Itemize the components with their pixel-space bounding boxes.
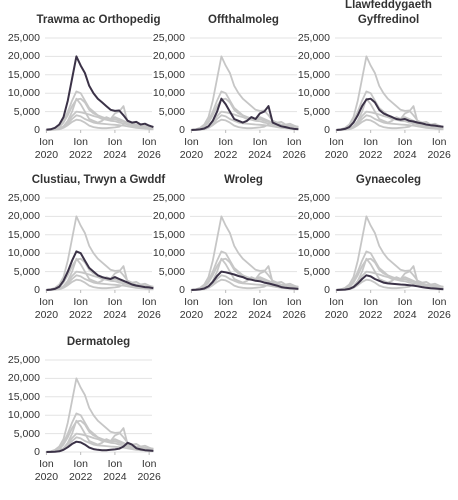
y-tick-label: 10,000 xyxy=(7,409,40,422)
context-line xyxy=(191,215,299,291)
y-tick-label: 5,000 xyxy=(303,105,330,118)
y-tick-label: 25,000 xyxy=(297,192,330,204)
y-tick-label: 5,000 xyxy=(158,105,185,118)
y-tick-label: 15,000 xyxy=(297,228,330,241)
panel-title: Wroleg xyxy=(224,174,263,186)
y-tick-label: 10,000 xyxy=(152,247,185,260)
highlight-line xyxy=(191,97,299,131)
x-tick-label: Ion 2022 xyxy=(68,458,93,483)
y-tick-label: 10,000 xyxy=(7,87,40,100)
highlight-line xyxy=(191,270,299,291)
y-tick-label: 0 xyxy=(179,284,185,296)
context-line xyxy=(336,55,444,131)
y-tick-label: 15,000 xyxy=(152,68,185,81)
y-tick-label: 20,000 xyxy=(7,210,40,223)
x-tick-label: Ion 2022 xyxy=(213,136,238,161)
y-tick-label: 20,000 xyxy=(152,50,185,63)
context-line xyxy=(46,215,154,291)
y-tick-label: 10,000 xyxy=(297,247,330,260)
context-line xyxy=(336,215,444,291)
panel-title: Dermatoleg xyxy=(66,336,131,348)
highlight-line xyxy=(336,274,444,291)
highlight-line xyxy=(46,250,154,291)
x-tick-label: Ion 2024 xyxy=(103,296,127,321)
y-tick-label: 0 xyxy=(324,284,330,296)
y-tick-label: 5,000 xyxy=(13,427,40,440)
y-tick-label: 15,000 xyxy=(297,68,330,81)
y-tick-label: 0 xyxy=(34,446,40,458)
y-tick-label: 10,000 xyxy=(7,247,40,260)
x-tick-label: Ion 2024 xyxy=(103,136,127,161)
y-tick-label: 5,000 xyxy=(303,265,330,278)
x-tick-label: Ion 2024 xyxy=(393,136,417,161)
y-tick-label: 25,000 xyxy=(7,32,40,44)
x-tick-label: Ion 2026 xyxy=(137,136,161,161)
x-tick-label: Ion 2020 xyxy=(179,136,204,161)
y-tick-label: 10,000 xyxy=(152,87,185,100)
context-line xyxy=(46,377,154,453)
context-line xyxy=(191,278,299,291)
highlight-line xyxy=(46,55,154,131)
y-tick-label: 20,000 xyxy=(297,50,330,63)
context-line xyxy=(46,118,154,131)
x-tick-label: Ion 2026 xyxy=(282,136,306,161)
y-tick-label: 0 xyxy=(34,124,40,136)
x-tick-label: Ion 2026 xyxy=(282,296,306,321)
y-tick-label: 20,000 xyxy=(152,210,185,223)
y-tick-label: 5,000 xyxy=(13,265,40,278)
y-tick-label: 25,000 xyxy=(7,192,40,204)
y-tick-label: 0 xyxy=(324,124,330,136)
y-tick-label: 20,000 xyxy=(7,50,40,63)
x-tick-label: Ion 2024 xyxy=(248,136,272,161)
y-tick-label: 10,000 xyxy=(297,87,330,100)
x-tick-label: Ion 2024 xyxy=(248,296,272,321)
y-tick-label: 15,000 xyxy=(7,68,40,81)
panel-title: Gynaecoleg xyxy=(355,174,422,186)
x-tick-label: Ion 2022 xyxy=(358,136,383,161)
y-tick-label: 0 xyxy=(34,284,40,296)
x-tick-label: Ion 2026 xyxy=(427,296,451,321)
x-tick-label: Ion 2026 xyxy=(137,296,161,321)
y-tick-label: 25,000 xyxy=(297,32,330,44)
x-tick-label: Ion 2020 xyxy=(34,136,59,161)
panel-title: Clustiau, Trwyn a Gwddf xyxy=(31,174,166,186)
x-tick-label: Ion 2020 xyxy=(324,136,349,161)
x-tick-label: Ion 2020 xyxy=(324,296,349,321)
y-tick-label: 20,000 xyxy=(7,372,40,385)
panel-title: Llawfeddygaeth Gyffredinol xyxy=(345,0,432,26)
x-tick-label: Ion 2026 xyxy=(137,458,161,483)
y-tick-label: 5,000 xyxy=(158,265,185,278)
y-tick-label: 25,000 xyxy=(7,354,40,366)
y-tick-label: 15,000 xyxy=(7,390,40,403)
y-tick-label: 0 xyxy=(179,124,185,136)
x-tick-label: Ion 2022 xyxy=(68,136,93,161)
y-tick-label: 5,000 xyxy=(13,105,40,118)
x-tick-label: Ion 2020 xyxy=(34,296,59,321)
y-tick-label: 25,000 xyxy=(152,32,185,44)
context-line xyxy=(336,118,444,131)
x-tick-label: Ion 2022 xyxy=(68,296,93,321)
y-tick-label: 15,000 xyxy=(152,228,185,241)
x-tick-label: Ion 2022 xyxy=(358,296,383,321)
highlight-line xyxy=(336,97,444,131)
x-tick-label: Ion 2022 xyxy=(213,296,238,321)
panel-title: Trawma ac Orthopedig xyxy=(36,14,161,26)
panel-title: Offthalmoleg xyxy=(208,14,279,26)
highlight-line xyxy=(46,440,154,453)
x-tick-label: Ion 2020 xyxy=(34,458,59,483)
x-tick-label: Ion 2020 xyxy=(179,296,204,321)
x-tick-label: Ion 2024 xyxy=(393,296,417,321)
context-line xyxy=(191,55,299,131)
x-tick-label: Ion 2024 xyxy=(103,458,127,483)
x-tick-label: Ion 2026 xyxy=(427,136,451,161)
y-tick-label: 15,000 xyxy=(7,228,40,241)
y-tick-label: 25,000 xyxy=(152,192,185,204)
y-tick-label: 20,000 xyxy=(297,210,330,223)
